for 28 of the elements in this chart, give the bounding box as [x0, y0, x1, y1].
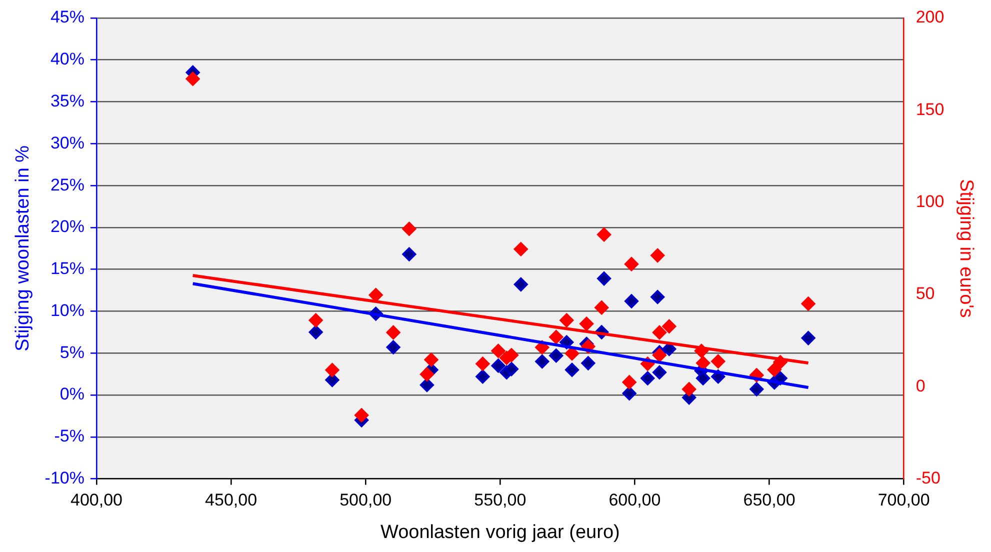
- y2-tick-label: 50: [916, 284, 935, 304]
- y-axis-title: Stijging woonlasten in %: [12, 145, 34, 352]
- x-tick-label: 700,00: [878, 490, 930, 510]
- y-tick-label: 30%: [50, 133, 84, 152]
- y2-tick-label: -50: [916, 468, 940, 488]
- x-axis-title: Woonlasten vorig jaar (euro): [380, 522, 620, 543]
- y2-axis-title: Stijging in euro's: [955, 178, 976, 318]
- x-tick-label: 650,00: [743, 490, 796, 510]
- y2-tick-label: 150: [916, 100, 944, 119]
- y-tick-label: -10%: [44, 468, 84, 488]
- y-tick-label: 20%: [50, 217, 84, 236]
- y-tick-label: 0%: [60, 384, 84, 404]
- y-tick-label: -5%: [54, 426, 84, 446]
- x-tick-label: 450,00: [205, 490, 258, 510]
- y-tick-label: 15%: [50, 259, 84, 278]
- x-tick-label: 550,00: [474, 490, 526, 510]
- y-tick-label: 10%: [50, 300, 84, 320]
- y-tick-label: 45%: [50, 8, 84, 27]
- y-tick-label: 40%: [50, 50, 84, 69]
- y-tick-label: 5%: [60, 342, 84, 362]
- y-tick-label: 35%: [50, 91, 84, 110]
- y2-tick-label: 100: [916, 192, 944, 212]
- y2-tick-label: 0: [916, 376, 926, 396]
- x-tick-label: 400,00: [70, 490, 122, 510]
- x-tick-label: 500,00: [340, 490, 392, 510]
- y2-tick-label: 200: [916, 8, 944, 27]
- y-tick-label: 25%: [50, 175, 84, 194]
- x-tick-label: 600,00: [608, 490, 661, 510]
